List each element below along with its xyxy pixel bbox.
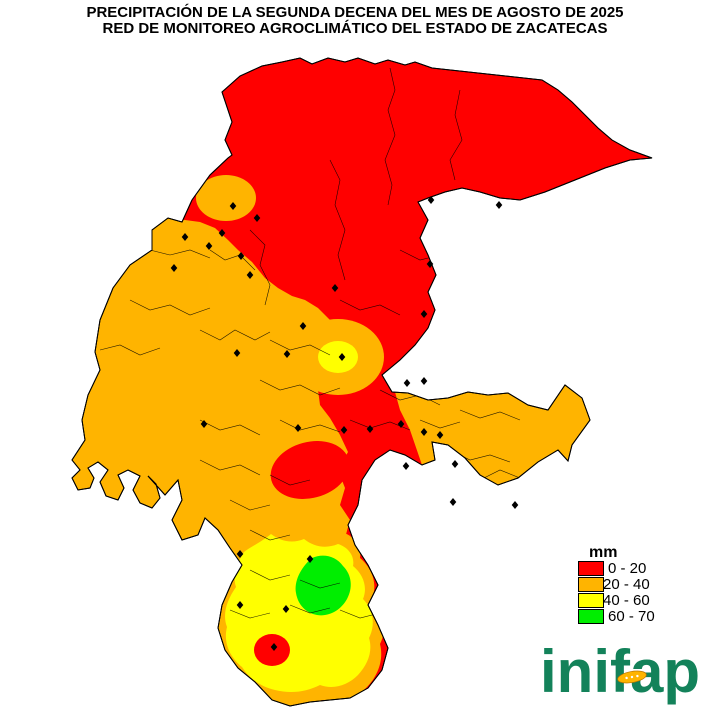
svg-text:inifap: inifap bbox=[540, 640, 700, 705]
